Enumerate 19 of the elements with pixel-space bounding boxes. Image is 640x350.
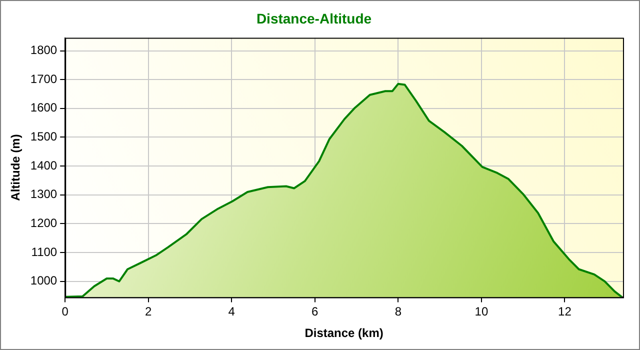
x-tick-label: 12 <box>558 304 572 319</box>
y-axis-title: Altitude (m) <box>8 134 23 201</box>
x-tick-label: 2 <box>145 304 152 319</box>
y-tick-label: 1200 <box>30 216 58 230</box>
x-axis-title: Distance (km) <box>304 326 384 340</box>
x-tick-label: 6 <box>312 304 319 319</box>
y-tick-label: 1500 <box>30 130 58 144</box>
y-tick-label: 1600 <box>30 100 58 115</box>
x-tick-label: 8 <box>394 304 402 319</box>
y-tick-label: 1700 <box>30 72 58 86</box>
x-tick-label: 0 <box>62 304 69 319</box>
y-tick-label: 1000 <box>30 274 58 288</box>
y-tick-label: 1800 <box>30 43 58 58</box>
y-tick-label: 1400 <box>30 158 58 172</box>
y-tick-label: 1100 <box>31 244 58 259</box>
chart-title: Distance-Altitude <box>256 10 372 26</box>
x-tick-label: 4 <box>228 304 236 319</box>
y-tick-label: 1300 <box>30 187 58 202</box>
x-tick-label: 10 <box>474 304 488 319</box>
